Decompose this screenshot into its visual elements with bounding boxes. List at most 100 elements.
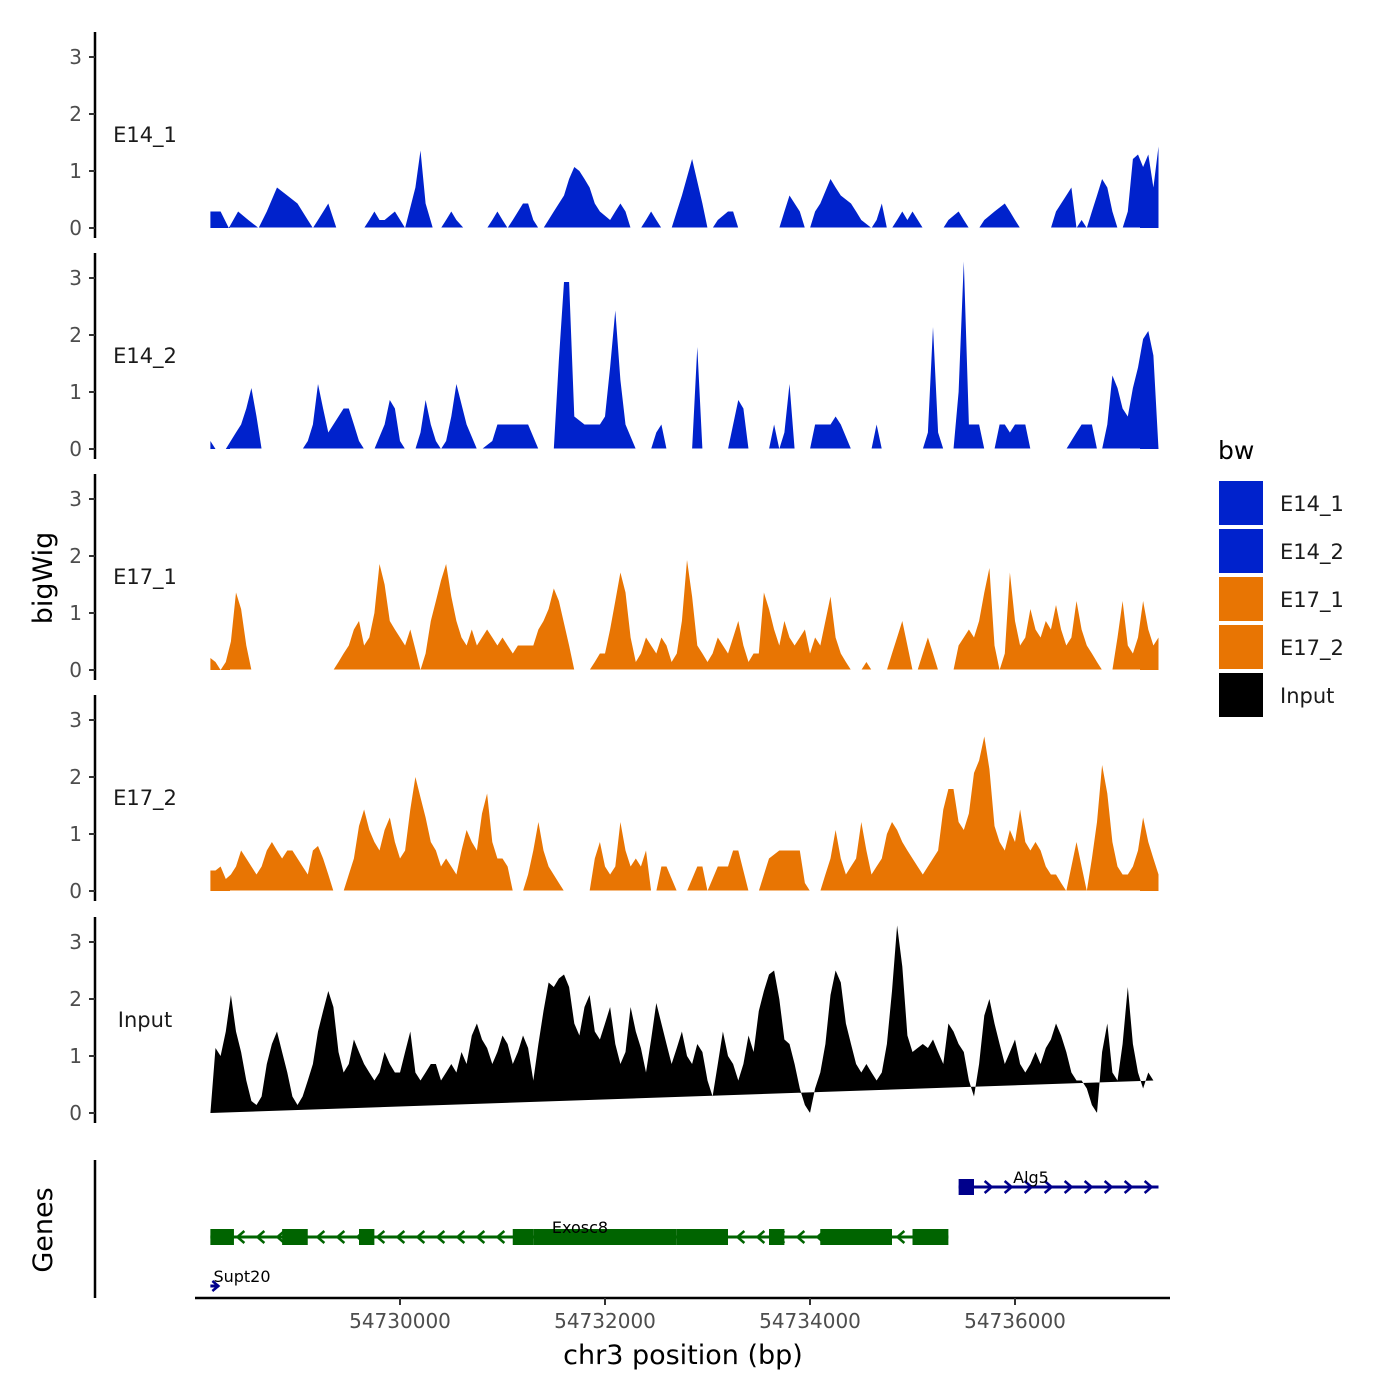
y-tick-label: 2 (69, 323, 82, 347)
legend-label: E17_1 (1280, 588, 1344, 613)
strand-chevron (1023, 1180, 1034, 1194)
track-label: E14_2 (113, 344, 177, 369)
signal-area-e14-2 (210, 261, 1159, 449)
legend-title: bw (1218, 436, 1254, 465)
gene-exon (958, 1179, 974, 1195)
x-tick-label: 54736000 (964, 1309, 1066, 1333)
strand-chevron (983, 1180, 994, 1194)
track-e14-2: 0 1 2 3 E14_2 (69, 253, 1159, 461)
y-tick-label: 1 (69, 159, 82, 183)
strand-chevron (1063, 1180, 1074, 1194)
gene-exon (769, 1229, 785, 1245)
y-tick-label: 0 (69, 879, 82, 903)
strand-chevron (315, 1230, 326, 1244)
y-tick-label: 0 (69, 1101, 82, 1125)
gene-supt20: Supt20 (210, 1267, 271, 1292)
y-tick-label: 1 (69, 380, 82, 404)
strand-chevron (455, 1230, 466, 1244)
strand-chevron (335, 1230, 346, 1244)
gene-exosc8: Exosc8 (210, 1218, 949, 1245)
gene-exon (210, 1229, 234, 1245)
gene-exon (359, 1229, 375, 1245)
legend-swatch (1219, 577, 1263, 621)
legend: bw E14_1 E14_2 E17_1 E17_2 Input (1218, 436, 1344, 717)
track-e17-1: 0 1 2 3 E17_1 (69, 474, 1159, 682)
strand-chevron (755, 1230, 766, 1244)
gene-exon (512, 1229, 534, 1245)
y-tick-label: 3 (69, 45, 82, 69)
x-tick-label: 54734000 (759, 1309, 861, 1333)
strand-chevron (395, 1230, 406, 1244)
strand-chevron (895, 1230, 906, 1244)
y-axis-title: bigWig (28, 532, 59, 625)
strand-chevron (1083, 1180, 1094, 1194)
y-tick-label: 2 (69, 765, 82, 789)
gene-label: Supt20 (213, 1267, 270, 1286)
strand-chevron (1123, 1180, 1134, 1194)
legend-swatch (1219, 673, 1263, 717)
legend-swatch (1219, 481, 1263, 525)
signal-area-e14-1 (210, 146, 1159, 228)
signal-tracks: 0 1 2 3 E14_1 0 1 2 3 E14_2 0 1 2 3 E17_1 0 1 2 3 E17_2 0 1 2 3… (69, 32, 1159, 1125)
strand-chevron (795, 1230, 806, 1244)
y-tick-label: 2 (69, 987, 82, 1011)
strand-chevron (375, 1230, 386, 1244)
gene-annotation-track: Alg5 Exosc8 Supt20 (93, 1160, 1159, 1298)
strand-chevron (1043, 1180, 1054, 1194)
strand-chevron (735, 1230, 746, 1244)
track-input: 0 1 2 3 Input (69, 917, 1154, 1125)
y-tick-label: 3 (69, 266, 82, 290)
strand-chevron (415, 1230, 426, 1244)
baseline-mask (230, 227, 1140, 230)
signal-area-e17-1 (210, 560, 1159, 670)
y-tick-label: 1 (69, 822, 82, 846)
baseline-mask (230, 1112, 1140, 1115)
strand-chevron (495, 1230, 506, 1244)
track-label: E17_2 (113, 786, 177, 811)
track-label: E17_1 (113, 565, 177, 590)
legend-label: E17_2 (1280, 636, 1344, 661)
x-tick-label: 54732000 (554, 1309, 656, 1333)
strand-chevron (475, 1230, 486, 1244)
track-label: Input (118, 1008, 172, 1032)
y-tick-label: 0 (69, 216, 82, 240)
gene-label: Alg5 (1013, 1168, 1049, 1187)
y-tick-label: 3 (69, 930, 82, 954)
x-tick-label: 54730000 (349, 1309, 451, 1333)
strand-chevron (235, 1230, 246, 1244)
legend-label: E14_1 (1280, 492, 1344, 517)
gene-exon (676, 1229, 728, 1245)
y-tick-label: 2 (69, 544, 82, 568)
y-tick-label: 0 (69, 437, 82, 461)
y-tick-label: 1 (69, 601, 82, 625)
y-tick-label: 3 (69, 487, 82, 511)
gene-label: Exosc8 (552, 1218, 608, 1237)
genes-axis-title: Genes (28, 1187, 59, 1272)
track-label: E14_1 (113, 123, 177, 148)
strand-chevron (211, 1280, 221, 1292)
strand-chevron (1143, 1180, 1154, 1194)
baseline-mask (230, 448, 1140, 451)
signal-area-input (210, 925, 1154, 1113)
y-tick-label: 0 (69, 658, 82, 682)
strand-chevron (275, 1230, 286, 1244)
baseline-mask (230, 669, 1140, 672)
strand-chevron (1103, 1180, 1114, 1194)
strand-chevron (435, 1230, 446, 1244)
legend-swatch (1219, 625, 1263, 669)
strand-chevron (255, 1230, 266, 1244)
gene-exon (282, 1229, 308, 1245)
strand-chevron (1003, 1180, 1014, 1194)
gene-exon (851, 1229, 892, 1245)
y-tick-label: 3 (69, 708, 82, 732)
x-axis: 54730000 54732000 54734000 54736000 (195, 1296, 1170, 1333)
legend-label: E14_2 (1280, 540, 1344, 565)
baseline-mask (230, 890, 1140, 893)
y-tick-label: 2 (69, 102, 82, 126)
gene-exon (820, 1229, 851, 1245)
y-tick-label: 1 (69, 1044, 82, 1068)
gene-alg5: Alg5 (958, 1168, 1159, 1195)
legend-swatch (1219, 529, 1263, 573)
gene-exon (533, 1229, 677, 1245)
